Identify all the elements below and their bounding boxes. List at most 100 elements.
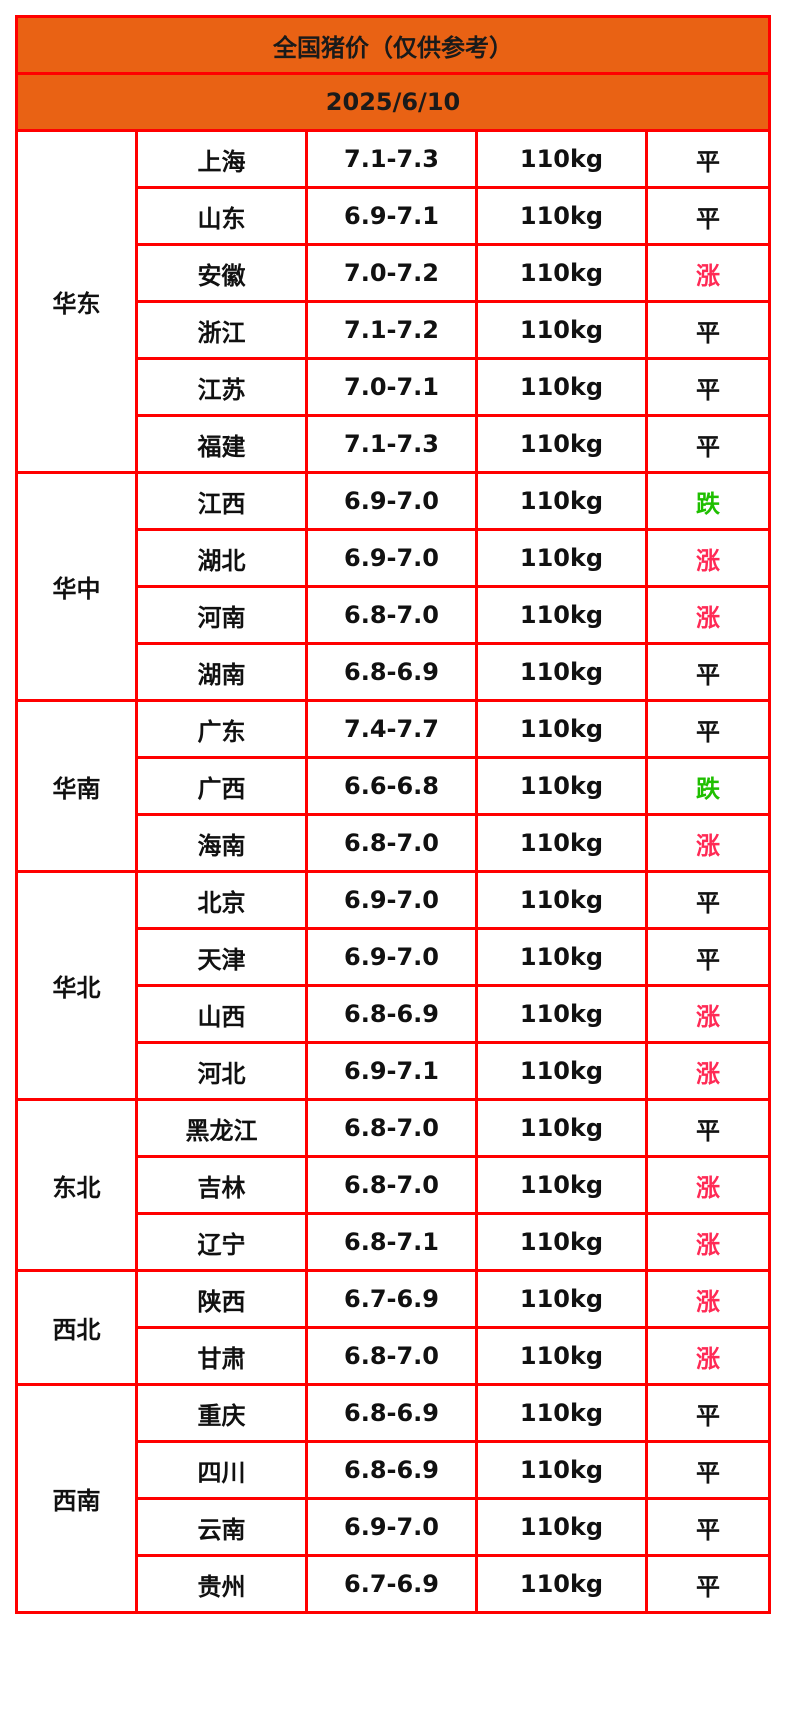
weight-cell: 110kg [475,1155,648,1215]
table-row: 云南 6.9-7.0 110kg 平 [17,1497,772,1557]
table-row: 山东 6.9-7.1 110kg 平 [17,186,772,246]
weight-cell: 110kg [475,1497,648,1557]
price-cell: 7.1-7.3 [305,414,478,474]
price-cell: 6.8-6.9 [305,1383,478,1443]
table-row: 华北 北京 6.9-7.0 110kg 平 [15,870,772,1101]
trend-cell: 涨 [644,1326,772,1386]
province-cell: 广东 [135,699,308,759]
price-cell: 6.8-7.0 [305,1155,478,1215]
province-cell: 广西 [135,756,308,816]
table-row: 辽宁 6.8-7.1 110kg 涨 [17,1212,772,1272]
weight-cell: 110kg [475,528,648,588]
trend-cell: 涨 [644,1212,772,1272]
weight-cell: 110kg [475,1041,648,1101]
price-cell: 6.8-7.1 [305,1212,478,1272]
province-cell: 天津 [135,927,308,987]
region-cell: 东北 [15,1098,138,1272]
price-cell: 6.8-6.9 [305,984,478,1044]
price-cell: 6.8-7.0 [305,585,478,645]
region-cell: 华北 [15,870,138,1101]
province-cell: 吉林 [135,1155,308,1215]
trend-cell: 平 [644,642,772,702]
province-cell: 福建 [135,414,308,474]
price-cell: 7.4-7.7 [305,699,478,759]
weight-cell: 110kg [475,1383,648,1443]
weight-cell: 110kg [475,1212,648,1272]
region-cell: 西南 [15,1383,138,1614]
price-cell: 7.0-7.1 [305,357,478,417]
table-row: 河北 6.9-7.1 110kg 涨 [17,1041,772,1101]
province-cell: 上海 [135,129,308,189]
table-row: 海南 6.8-7.0 110kg 涨 [17,813,772,873]
table-row: 福建 7.1-7.3 110kg 平 [17,414,772,474]
trend-cell: 平 [644,300,772,360]
trend-cell: 平 [644,1497,772,1557]
province-cell: 江苏 [135,357,308,417]
pig-price-table: 全国猪价（仅供参考） 2025/6/10 华东 上海 7.1-7.3 110kg 平山东… [14,15,772,1614]
table-row: 华中 江西 6.9-7.0 110kg 跌 [15,471,772,702]
price-cell: 6.9-7.1 [305,1041,478,1101]
weight-cell: 110kg [475,300,648,360]
trend-cell: 涨 [644,585,772,645]
price-cell: 6.6-6.8 [305,756,478,816]
price-cell: 6.8-6.9 [305,1440,478,1500]
weight-cell: 110kg [475,1098,648,1158]
trend-cell: 涨 [644,984,772,1044]
weight-cell: 110kg [475,927,648,987]
region-cell: 西北 [15,1269,138,1386]
trend-cell: 平 [644,1098,772,1158]
trend-cell: 平 [644,1383,772,1443]
price-cell: 7.1-7.2 [305,300,478,360]
table-row: 江苏 7.0-7.1 110kg 平 [17,357,772,417]
trend-cell: 平 [644,186,772,246]
weight-cell: 110kg [475,1326,648,1386]
province-cell: 甘肃 [135,1326,308,1386]
table-row: 甘肃 6.8-7.0 110kg 涨 [17,1326,772,1386]
province-cell: 黑龙江 [135,1098,308,1158]
table-row: 广西 6.6-6.8 110kg 跌 [17,756,772,816]
table-title: 全国猪价（仅供参考） [14,15,772,75]
region-cell: 华东 [15,129,138,474]
province-cell: 山东 [135,186,308,246]
weight-cell: 110kg [475,357,648,417]
price-cell: 6.9-7.0 [305,1497,478,1557]
province-cell: 江西 [135,471,308,531]
weight-cell: 110kg [475,756,648,816]
weight-cell: 110kg [475,813,648,873]
weight-cell: 110kg [475,870,648,930]
region-cell: 华中 [15,471,138,702]
province-cell: 河北 [135,1041,308,1101]
trend-cell: 跌 [644,756,772,816]
table-row: 华东 上海 7.1-7.3 110kg 平 [15,129,772,474]
weight-cell: 110kg [475,642,648,702]
trend-cell: 平 [644,357,772,417]
price-cell: 6.9-7.0 [305,528,478,588]
table-row: 山西 6.8-6.9 110kg 涨 [17,984,772,1044]
trend-cell: 平 [644,414,772,474]
province-cell: 山西 [135,984,308,1044]
province-cell: 湖南 [135,642,308,702]
province-cell: 辽宁 [135,1212,308,1272]
table-row: 安徽 7.0-7.2 110kg 涨 [17,243,772,303]
trend-cell: 涨 [644,243,772,303]
province-cell: 贵州 [135,1554,308,1614]
price-cell: 7.0-7.2 [305,243,478,303]
table-row: 四川 6.8-6.9 110kg 平 [17,1440,772,1500]
weight-cell: 110kg [475,414,648,474]
weight-cell: 110kg [475,1554,648,1614]
province-cell: 湖北 [135,528,308,588]
weight-cell: 110kg [475,585,648,645]
price-cell: 6.9-7.0 [305,927,478,987]
price-cell: 6.7-6.9 [305,1269,478,1329]
trend-cell: 平 [644,129,772,189]
table-row: 贵州 6.7-6.9 110kg 平 [17,1554,772,1614]
trend-cell: 涨 [644,1269,772,1329]
trend-cell: 涨 [644,1155,772,1215]
price-cell: 6.7-6.9 [305,1554,478,1614]
weight-cell: 110kg [475,699,648,759]
province-cell: 浙江 [135,300,308,360]
price-cell: 6.8-7.0 [305,1326,478,1386]
price-cell: 6.8-7.0 [305,1098,478,1158]
trend-cell: 平 [644,1440,772,1500]
price-cell: 6.9-7.0 [305,471,478,531]
